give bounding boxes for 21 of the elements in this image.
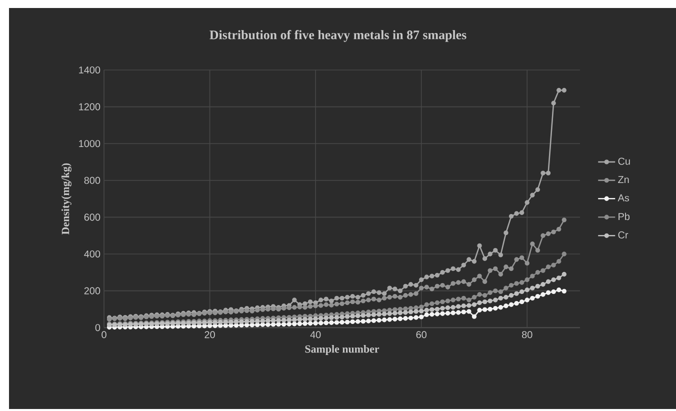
legend-label: Zn: [618, 176, 629, 183]
x-tick-label: 60: [416, 331, 426, 338]
y-tick-label: 400: [84, 250, 100, 258]
x-tick-label: 80: [522, 331, 532, 338]
x-tick-label: 0: [102, 331, 106, 338]
y-axis-title: Density(mg/kg): [61, 163, 72, 235]
x-tick-label: 40: [310, 331, 321, 338]
y-tick-label: 1200: [79, 103, 100, 110]
y-tick-label: 600: [84, 214, 100, 221]
chart-title: Distribution of five heavy metals in 87 smaples: [210, 30, 466, 42]
y-tick-label: 1000: [79, 140, 100, 148]
x-tick-label: 20: [204, 331, 215, 338]
y-tick-label: 200: [84, 287, 100, 294]
legend-label: Cu: [618, 158, 630, 165]
x-axis-title: Sample number: [305, 345, 380, 355]
y-tick-label: 1400: [79, 66, 100, 74]
y-tick-label: 800: [84, 176, 100, 184]
legend-label: Pb: [618, 212, 630, 220]
legend-label: As: [618, 194, 630, 202]
legend-label: Cr: [618, 231, 628, 238]
y-tick-label: 0: [95, 324, 100, 332]
